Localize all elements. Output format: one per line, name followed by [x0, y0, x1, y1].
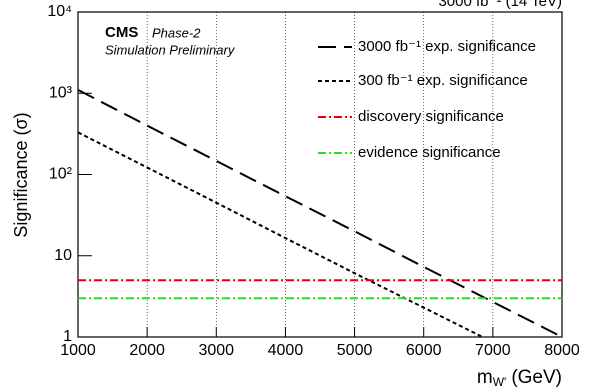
series-line [77, 88, 563, 338]
legend-label: discovery significance [358, 108, 504, 125]
header: 3000 fb⁻¹ (14 TeV) [438, 0, 562, 10]
x-tick-label: 4000 [268, 342, 304, 359]
legend-label: 300 fb⁻¹ exp. significance [358, 72, 528, 89]
legend-label: 3000 fb⁻¹ exp. significance [358, 38, 536, 55]
status: Simulation Preliminary [105, 42, 236, 57]
x-axis-label: mW' (GeV) [477, 367, 562, 389]
x-tick-label: 3000 [198, 342, 234, 359]
y-tick-label: 10² [49, 166, 73, 183]
x-tick-label: 7000 [475, 342, 511, 359]
series-line [77, 131, 483, 338]
x-tick-label: 6000 [406, 342, 442, 359]
y-tick-label: 10⁴ [47, 3, 72, 20]
x-tick-label: 5000 [337, 342, 373, 359]
x-tick-label: 2000 [129, 342, 165, 359]
legend-label: evidence significance [358, 144, 501, 161]
experiment: CMS [105, 24, 138, 41]
x-tick-label: 1000 [60, 342, 96, 359]
x-label-sub: W' [493, 375, 507, 389]
y-tick-label: 1 [63, 328, 72, 345]
x-label-main: m [477, 367, 493, 388]
y-tick-label: 10³ [49, 84, 73, 101]
y-tick-label: 10 [54, 247, 72, 264]
y-axis-label: Significance (σ) [11, 112, 31, 237]
x-label-unit: (GeV) [511, 367, 562, 388]
x-tick-label: 8000 [544, 342, 580, 359]
plot-frame [77, 11, 563, 338]
phase: Phase-2 [152, 25, 201, 40]
